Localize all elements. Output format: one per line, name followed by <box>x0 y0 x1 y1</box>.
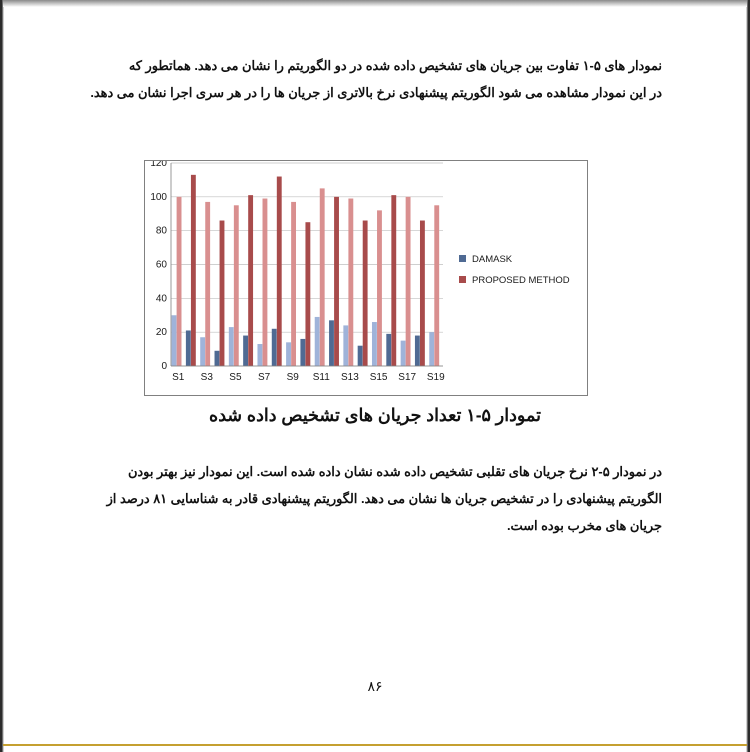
svg-text:S5: S5 <box>229 372 242 383</box>
svg-text:20: 20 <box>156 327 168 338</box>
svg-text:120: 120 <box>150 161 167 169</box>
svg-text:S17: S17 <box>398 372 416 383</box>
svg-text:60: 60 <box>156 260 168 271</box>
svg-text:S15: S15 <box>370 372 388 383</box>
svg-text:100: 100 <box>150 192 167 203</box>
svg-text:S1: S1 <box>172 372 185 383</box>
svg-text:S3: S3 <box>201 372 214 383</box>
svg-text:80: 80 <box>156 226 168 237</box>
svg-text:40: 40 <box>156 293 168 304</box>
svg-text:PROPOSED METHOD: PROPOSED METHOD <box>472 275 570 286</box>
svg-text:S19: S19 <box>427 372 445 383</box>
svg-text:S7: S7 <box>258 372 271 383</box>
svg-text:S9: S9 <box>287 372 300 383</box>
svg-text:S11: S11 <box>313 372 330 383</box>
svg-text:0: 0 <box>161 361 167 372</box>
svg-text:S13: S13 <box>341 372 359 383</box>
svg-text:DAMASK: DAMASK <box>472 254 513 265</box>
